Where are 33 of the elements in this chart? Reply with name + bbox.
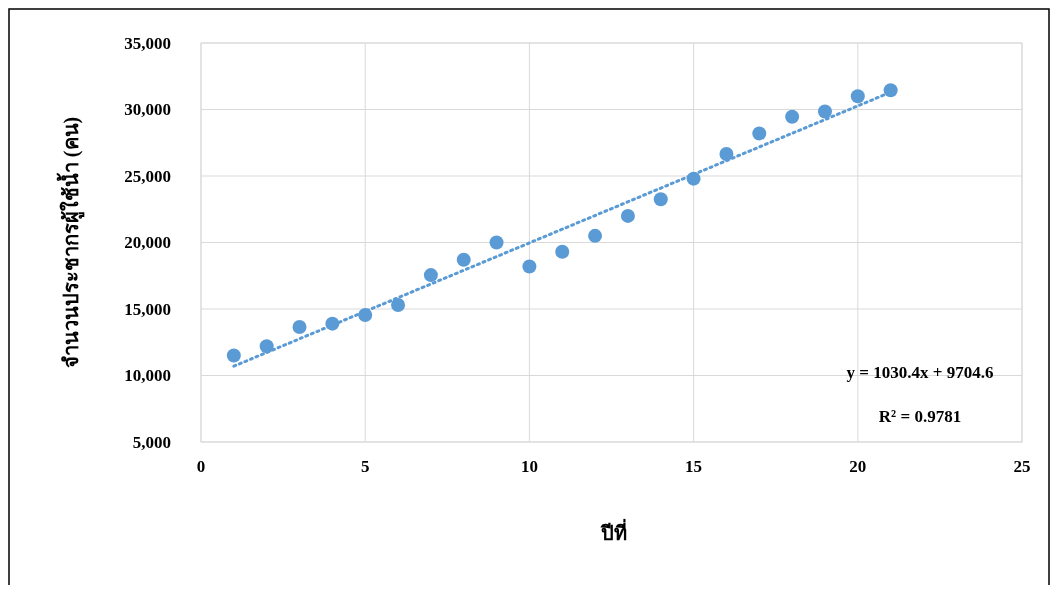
annotation: y = 1030.4x + 9704.6 xyxy=(846,363,994,382)
point xyxy=(785,109,800,124)
y-tick-label: 15,000 xyxy=(124,299,171,319)
x-tick-label: 0 xyxy=(196,457,206,476)
point xyxy=(555,244,570,259)
y-tick-label: 30,000 xyxy=(124,100,171,120)
y-tick-label: 20,000 xyxy=(124,233,171,253)
point xyxy=(522,259,537,274)
x-tick-label: 20 xyxy=(849,457,867,476)
point xyxy=(391,298,406,313)
y-tick-label: 35,000 xyxy=(124,33,171,53)
x-tick-label: 5 xyxy=(360,457,370,476)
point xyxy=(719,147,734,162)
x-tick-label: 10 xyxy=(520,457,538,476)
y-tick-label: 10,000 xyxy=(124,366,171,386)
point xyxy=(653,192,668,207)
point xyxy=(620,208,635,223)
point xyxy=(752,126,767,141)
y-tick-label: 5,000 xyxy=(132,432,171,452)
annotation: R² = 0.9781 xyxy=(878,407,962,426)
x-tick-label: 15 xyxy=(685,457,703,476)
point xyxy=(850,89,865,104)
y-axis-title: จำนวนประชากรผู้ใช้น้ำ (คน) xyxy=(56,116,85,369)
y-tick-label: 25,000 xyxy=(124,166,171,186)
point xyxy=(817,104,832,119)
point xyxy=(292,319,307,334)
x-axis-title: ปีที่ xyxy=(599,518,627,544)
point xyxy=(456,252,471,267)
point xyxy=(226,348,241,363)
point xyxy=(489,235,504,250)
point xyxy=(588,228,603,243)
point xyxy=(423,268,438,283)
x-tick-label: 25 xyxy=(1013,457,1031,476)
